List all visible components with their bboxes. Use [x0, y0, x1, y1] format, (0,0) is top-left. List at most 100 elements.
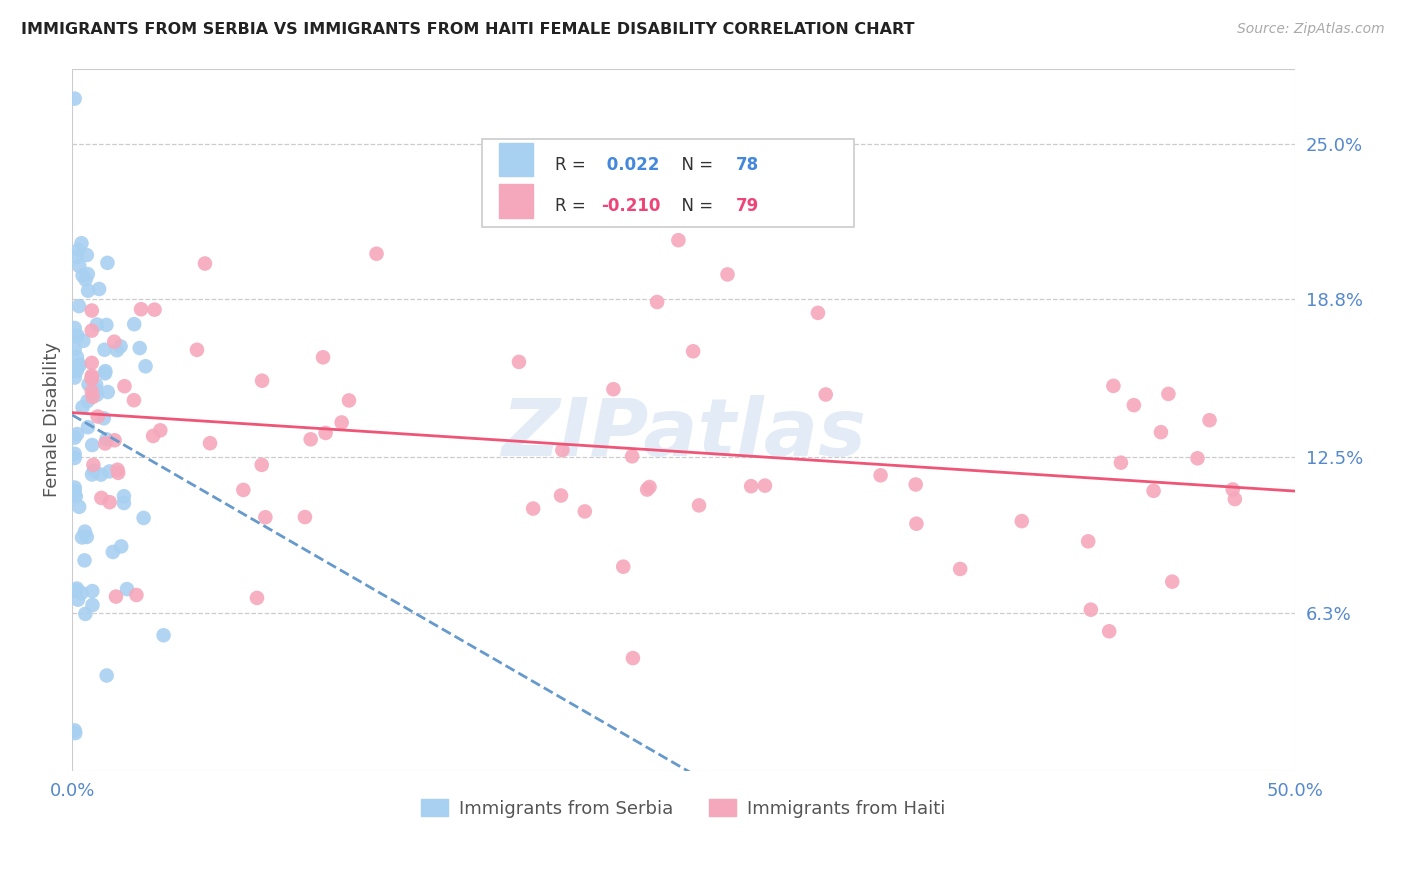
- Point: [132, 511, 155, 525]
- Point: [76, 267, 98, 281]
- Point: [740, 479, 762, 493]
- Point: [83, 464, 105, 478]
- Point: [72, 268, 94, 283]
- Point: [621, 651, 644, 665]
- Point: [1142, 483, 1164, 498]
- Point: [1122, 398, 1144, 412]
- Point: [98, 464, 121, 478]
- Point: [522, 501, 544, 516]
- Text: Source: ZipAtlas.com: Source: ZipAtlas.com: [1237, 22, 1385, 37]
- Point: [86, 388, 108, 402]
- Point: [1222, 483, 1244, 497]
- Point: [550, 489, 572, 503]
- Point: [636, 483, 658, 497]
- Point: [66, 582, 89, 596]
- Point: [80, 368, 103, 383]
- Text: N =: N =: [671, 156, 718, 174]
- Point: [97, 385, 120, 400]
- Point: [63, 329, 86, 343]
- Point: [638, 480, 661, 494]
- Point: [135, 359, 157, 374]
- Point: [76, 248, 98, 262]
- Text: ZIPatlas: ZIPatlas: [501, 394, 866, 473]
- Point: [87, 409, 110, 424]
- Point: [1223, 491, 1246, 506]
- Point: [76, 394, 98, 409]
- Point: [904, 477, 927, 491]
- Point: [63, 450, 86, 465]
- Point: [80, 467, 103, 482]
- Point: [129, 302, 152, 317]
- Point: [86, 318, 108, 332]
- Point: [77, 420, 100, 434]
- Point: [508, 355, 530, 369]
- Text: 0.022: 0.022: [602, 156, 659, 174]
- Point: [246, 591, 269, 605]
- Point: [66, 350, 89, 364]
- Point: [96, 668, 118, 682]
- Point: [82, 598, 104, 612]
- Point: [1109, 456, 1132, 470]
- Point: [149, 423, 172, 437]
- Point: [80, 372, 103, 386]
- Point: [65, 726, 87, 740]
- Point: [75, 273, 97, 287]
- Point: [254, 510, 277, 524]
- Point: [905, 516, 928, 531]
- Point: [84, 377, 107, 392]
- Point: [682, 344, 704, 359]
- Point: [602, 382, 624, 396]
- Point: [115, 582, 138, 596]
- Point: [77, 284, 100, 298]
- Point: [82, 584, 104, 599]
- Point: [63, 481, 86, 495]
- Point: [104, 590, 127, 604]
- Point: [70, 530, 93, 544]
- Point: [63, 321, 86, 335]
- Point: [90, 491, 112, 505]
- Point: [73, 524, 96, 539]
- Text: N =: N =: [671, 197, 718, 215]
- Point: [72, 400, 94, 414]
- Point: [250, 374, 273, 388]
- Point: [98, 495, 121, 509]
- Point: [63, 92, 86, 106]
- Point: [814, 387, 837, 401]
- Point: [82, 438, 104, 452]
- Text: 78: 78: [735, 156, 759, 174]
- Point: [63, 342, 86, 356]
- Point: [186, 343, 208, 357]
- Point: [69, 358, 91, 372]
- Text: IMMIGRANTS FROM SERBIA VS IMMIGRANTS FROM HAITI FEMALE DISABILITY CORRELATION CH: IMMIGRANTS FROM SERBIA VS IMMIGRANTS FRO…: [21, 22, 914, 37]
- Point: [152, 628, 174, 642]
- Point: [574, 504, 596, 518]
- Point: [63, 487, 86, 501]
- Point: [70, 236, 93, 251]
- Point: [75, 607, 97, 621]
- Text: 79: 79: [735, 197, 759, 215]
- Point: [107, 463, 129, 477]
- Point: [67, 259, 90, 273]
- Point: [80, 324, 103, 338]
- Point: [869, 468, 891, 483]
- Point: [63, 370, 86, 384]
- Point: [65, 583, 87, 598]
- Text: R =: R =: [555, 197, 591, 215]
- Point: [716, 268, 738, 282]
- Point: [93, 343, 115, 357]
- Point: [67, 299, 90, 313]
- Point: [1161, 574, 1184, 589]
- Point: [122, 393, 145, 408]
- Point: [80, 356, 103, 370]
- Point: [66, 427, 89, 442]
- Point: [1198, 413, 1220, 427]
- Point: [87, 282, 110, 296]
- Point: [315, 425, 337, 440]
- Point: [80, 371, 103, 385]
- FancyBboxPatch shape: [482, 139, 855, 227]
- Point: [73, 553, 96, 567]
- Y-axis label: Female Disability: Female Disability: [44, 343, 60, 497]
- Point: [125, 588, 148, 602]
- Point: [66, 364, 89, 378]
- Point: [621, 450, 644, 464]
